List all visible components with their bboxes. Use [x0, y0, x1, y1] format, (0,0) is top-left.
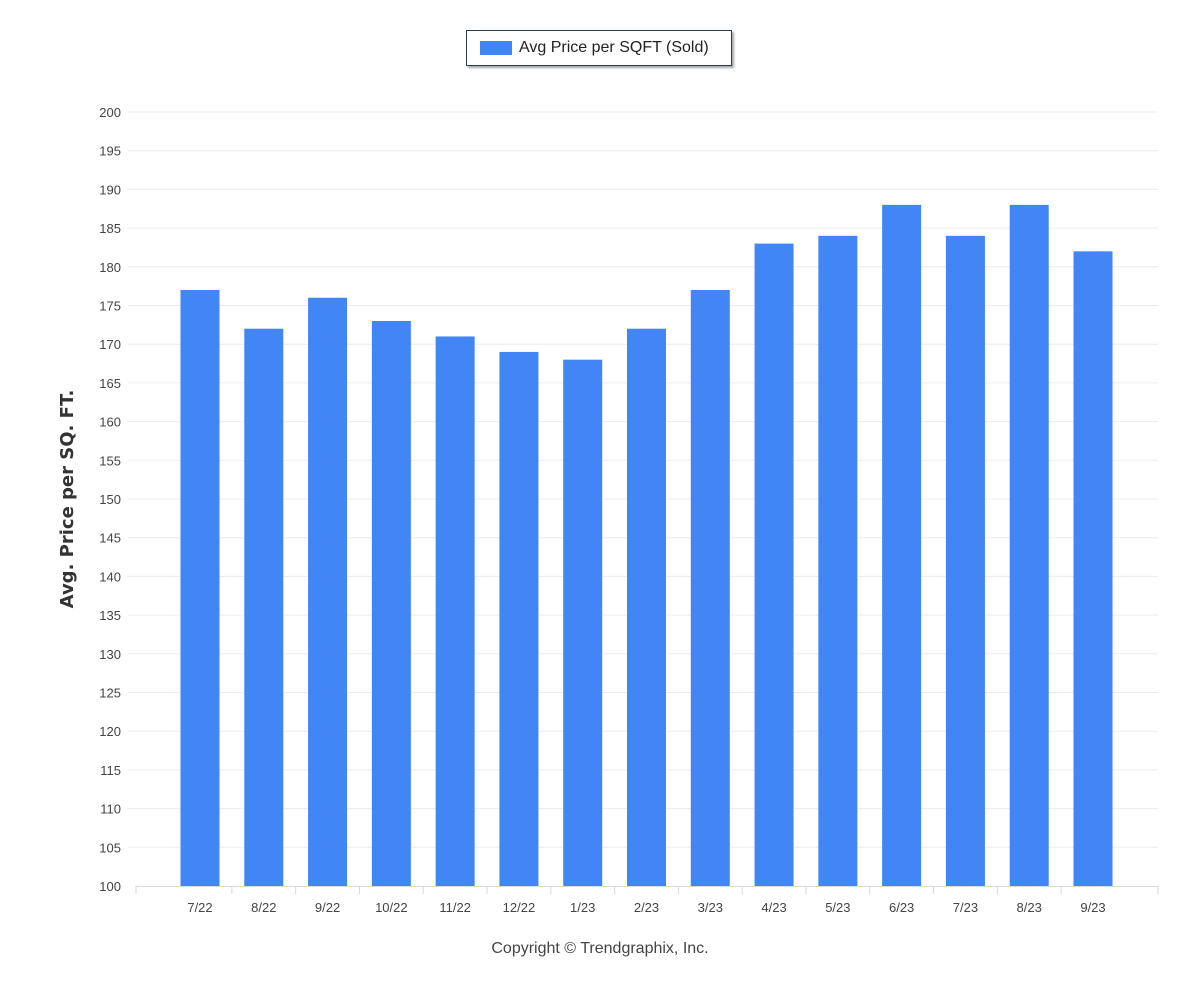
x-tick-label: 11/22 — [439, 900, 471, 915]
y-tick-label: 185 — [99, 221, 121, 236]
legend-swatch — [480, 41, 512, 55]
bar — [435, 336, 475, 887]
y-tick-label: 180 — [99, 260, 121, 275]
y-tick-label: 105 — [99, 840, 121, 855]
bar — [818, 235, 858, 887]
bar — [627, 328, 666, 887]
y-tick-label: 125 — [99, 686, 121, 701]
y-tick-label: 140 — [99, 569, 121, 584]
x-axis — [135, 886, 1159, 894]
x-tick-label: 3/23 — [698, 900, 723, 915]
y-tick-label: 160 — [99, 415, 121, 430]
x-tick-label: 4/23 — [761, 900, 786, 915]
y-axis-label: Avg. Price per SQ. FT. — [57, 390, 78, 609]
y-axis-ticks: 100 105 110 115 120 125 130 135 140 145 150 155 160 1… — [99, 105, 121, 894]
y-tick-label: 175 — [99, 299, 121, 314]
y-tick-label: 150 — [99, 492, 121, 507]
bar — [1073, 251, 1113, 886]
legend-label: Avg Price per SQFT (Sold) — [519, 39, 709, 56]
x-axis-ticks: 7/22 8/22 9/22 10/22 11/22 12/22 1/23 2/23 3/23 4… — [187, 900, 1105, 915]
bar — [882, 204, 922, 886]
bar — [180, 290, 220, 886]
x-tick-label: 2/23 — [634, 900, 659, 915]
y-tick-label: 190 — [99, 182, 121, 197]
x-tick-label: 12/22 — [503, 900, 536, 915]
bar — [499, 351, 539, 886]
bar — [244, 328, 284, 887]
bar — [945, 235, 985, 887]
y-tick-label: 130 — [99, 647, 121, 662]
bar — [563, 359, 603, 886]
y-tick-label: 135 — [99, 608, 121, 623]
y-tick-label: 155 — [99, 453, 121, 468]
bar — [690, 290, 730, 886]
x-tick-label: 8/22 — [251, 900, 276, 915]
y-tick-label: 100 — [99, 879, 121, 894]
x-tick-label: 6/23 — [889, 900, 914, 915]
y-tick-label: 115 — [100, 763, 121, 778]
x-tick-label: 9/22 — [315, 900, 340, 915]
x-tick-label: 7/23 — [953, 900, 978, 915]
y-tick-label: 145 — [99, 531, 121, 546]
x-tick-label: 5/23 — [825, 900, 850, 915]
copyright-text: Copyright © Trendgraphix, Inc. — [491, 940, 709, 957]
x-tick-label: 9/23 — [1080, 900, 1105, 915]
bar — [1009, 204, 1049, 886]
bar — [754, 243, 794, 886]
x-tick-label: 7/22 — [187, 900, 212, 915]
bar — [308, 297, 348, 886]
y-tick-label: 170 — [99, 337, 121, 352]
y-tick-label: 200 — [99, 105, 121, 120]
y-tick-label: 120 — [99, 724, 121, 739]
x-tick-label: 8/23 — [1017, 900, 1042, 915]
bars — [180, 204, 1113, 887]
y-tick-label: 165 — [99, 376, 121, 391]
bar — [371, 320, 411, 887]
y-tick-label: 195 — [99, 144, 121, 159]
legend: Avg Price per SQFT (Sold) — [466, 30, 732, 66]
y-tick-label: 110 — [100, 802, 121, 817]
x-tick-label: 10/22 — [375, 900, 408, 915]
x-tick-label: 1/23 — [570, 900, 595, 915]
